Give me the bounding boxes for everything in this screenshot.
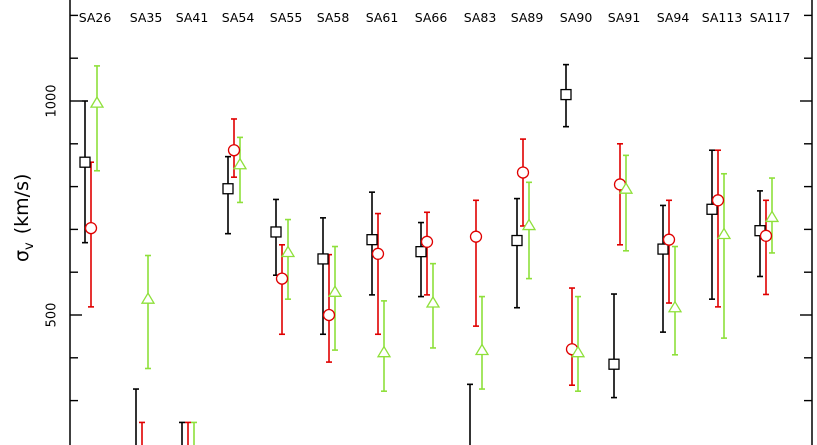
triangle-marker xyxy=(474,343,490,356)
square-marker xyxy=(79,156,91,168)
circle-marker xyxy=(371,247,385,260)
triangle-marker xyxy=(89,95,105,108)
circle-marker xyxy=(275,272,289,285)
triangle-marker xyxy=(618,181,634,194)
category-label: SA83 xyxy=(464,10,497,25)
circle-marker xyxy=(84,221,98,235)
square-marker xyxy=(608,358,620,370)
circle-marker xyxy=(711,194,725,207)
circle-marker xyxy=(662,233,676,246)
triangle-marker xyxy=(521,218,537,231)
y-axis-units: (km/s) xyxy=(11,174,33,235)
square-marker xyxy=(270,226,282,238)
error-bars xyxy=(82,63,775,445)
circle-marker xyxy=(420,235,434,248)
triangle-marker xyxy=(280,245,296,258)
markers xyxy=(79,88,780,370)
triangle-marker xyxy=(140,291,156,304)
category-label: SA54 xyxy=(222,10,255,25)
square-marker xyxy=(366,234,378,246)
circle-marker xyxy=(227,144,241,157)
category-label: SA89 xyxy=(511,10,544,25)
circle-marker xyxy=(469,230,483,243)
category-label: SA41 xyxy=(176,10,209,25)
y-tick-labels: 1000 500 xyxy=(45,84,60,327)
triangle-marker xyxy=(376,345,392,358)
category-label: SA113 xyxy=(702,10,743,25)
y-axis-symbol: σ xyxy=(11,250,33,262)
category-label: SA91 xyxy=(608,10,641,25)
triangle-marker xyxy=(764,210,780,223)
y-axis-title-text: σv (km/s) xyxy=(11,174,37,262)
y-tick-label: 1000 xyxy=(45,84,60,117)
category-label: SA61 xyxy=(366,10,399,25)
category-label: SA26 xyxy=(79,10,112,25)
triangle-marker xyxy=(425,295,441,308)
triangle-marker xyxy=(667,300,683,313)
category-label: SA55 xyxy=(270,10,303,25)
square-marker xyxy=(222,183,234,195)
triangle-marker xyxy=(716,227,732,240)
circle-marker xyxy=(759,229,773,242)
square-marker xyxy=(415,246,427,258)
category-label: SA66 xyxy=(415,10,448,25)
y-axis-subscript: v xyxy=(22,242,37,250)
circle-marker xyxy=(322,308,336,322)
y-tick-label: 500 xyxy=(45,303,60,328)
square-marker xyxy=(511,234,523,247)
plot-frame xyxy=(69,0,813,445)
square-marker xyxy=(706,203,718,215)
category-label: SA58 xyxy=(317,10,350,25)
circle-marker xyxy=(516,166,530,179)
square-marker xyxy=(560,88,572,101)
category-label: SA35 xyxy=(130,10,163,25)
category-labels: SA26 SA35 SA41 SA54 SA55 SA58 SA61 SA66 SA83 SA89… xyxy=(79,10,791,25)
y-ticks xyxy=(70,14,812,402)
category-label: SA117 xyxy=(750,10,791,25)
category-label: SA94 xyxy=(657,10,690,25)
triangle-marker xyxy=(570,345,586,358)
triangle-marker xyxy=(232,157,248,170)
square-marker xyxy=(657,243,669,255)
category-label: SA90 xyxy=(560,10,593,25)
square-marker xyxy=(317,253,329,265)
triangle-marker xyxy=(327,285,343,297)
y-axis-title: σv (km/s) xyxy=(11,174,37,262)
